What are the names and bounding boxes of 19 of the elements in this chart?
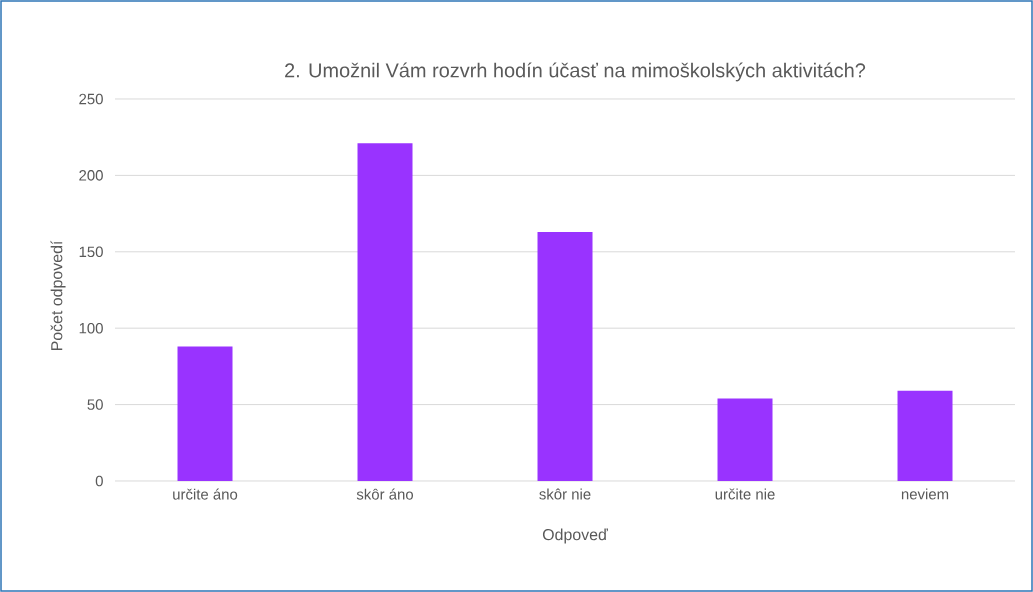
- y-tick-label: 100: [79, 322, 103, 334]
- y-axis-title: Počet odpovedí: [50, 240, 66, 351]
- bar: [717, 398, 773, 481]
- bar: [177, 346, 233, 481]
- y-tick-label: 250: [79, 93, 103, 105]
- bar: [897, 390, 953, 481]
- y-tick-label: 50: [87, 399, 103, 410]
- x-tick-label: skôr nie: [539, 488, 591, 500]
- y-tick-label: 200: [79, 170, 103, 181]
- chart-title: 2. Umožnil Vám rozvrh hodín účasť na mimoškolských aktivitách?: [285, 62, 866, 82]
- x-tick-label: neviem: [901, 488, 949, 500]
- x-axis-title: Odpoveď: [542, 528, 608, 544]
- x-tick-label: určite nie: [715, 488, 775, 500]
- y-tick-label: 150: [79, 246, 103, 258]
- bar: [357, 143, 413, 481]
- x-tick-label: skôr áno: [356, 488, 414, 500]
- bar: [537, 231, 593, 481]
- x-tick-label: určite áno: [173, 488, 238, 500]
- y-tick-label: 0: [95, 475, 103, 487]
